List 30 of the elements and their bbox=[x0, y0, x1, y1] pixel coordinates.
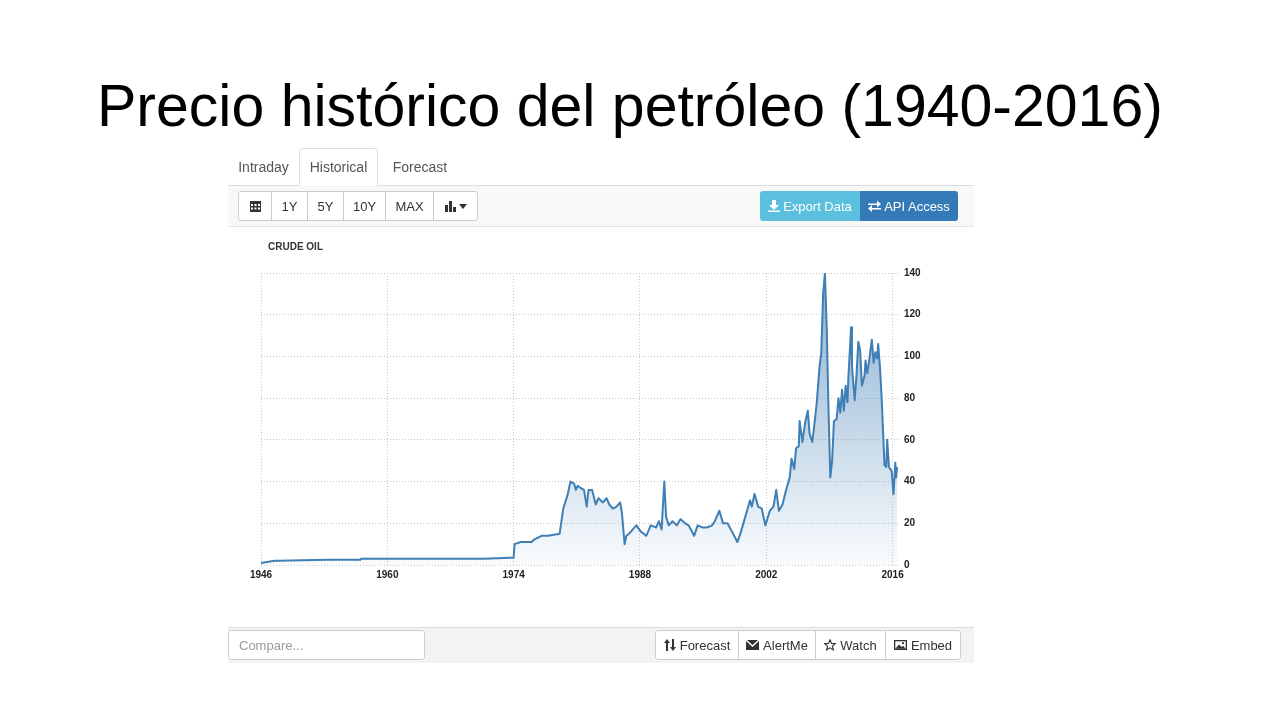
x-tick-label: 1974 bbox=[502, 568, 526, 580]
y-tick-label: 80 bbox=[904, 391, 916, 403]
y-tick-label: 120 bbox=[904, 308, 922, 320]
x-tick-label: 1988 bbox=[628, 568, 652, 580]
x-tick-label: 1946 bbox=[249, 568, 273, 580]
button: Forecast bbox=[655, 630, 739, 660]
button: Embed bbox=[885, 630, 961, 660]
y-tick-label: 0 bbox=[904, 558, 910, 570]
y-tick-label: 20 bbox=[904, 517, 916, 529]
button: MAX bbox=[385, 191, 434, 221]
x-tick-label: 2016 bbox=[881, 568, 905, 580]
button: AlertMe bbox=[738, 630, 816, 660]
button: Watch bbox=[815, 630, 886, 660]
chart-title: Precio histórico del petróleo (1940-2016) bbox=[97, 72, 1163, 141]
chart-subtitle: CRUDE OIL bbox=[268, 241, 323, 252]
button: 5Y bbox=[307, 191, 344, 221]
button: Export Data bbox=[760, 191, 860, 221]
y-tick-label: 60 bbox=[904, 433, 916, 445]
text: Intraday bbox=[238, 159, 289, 175]
y-tick-label: 100 bbox=[904, 350, 922, 362]
x-tick-label: 1960 bbox=[376, 568, 399, 580]
button: 1Y bbox=[271, 191, 308, 221]
x-tick-label: 2002 bbox=[755, 568, 778, 580]
tab: Historical bbox=[299, 148, 378, 186]
text-field: Compare... bbox=[228, 630, 425, 660]
y-tick-label: 140 bbox=[904, 266, 922, 278]
button: 10Y bbox=[343, 191, 386, 221]
button: API Access bbox=[860, 191, 958, 221]
y-tick-label: 40 bbox=[904, 475, 916, 487]
text: Forecast bbox=[392, 159, 448, 175]
